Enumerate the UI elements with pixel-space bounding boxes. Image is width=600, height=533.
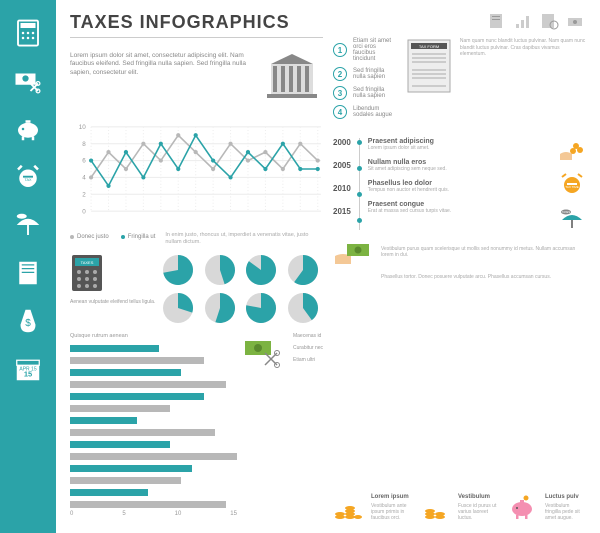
timeline: 2000200520102015 Praesent adipiscingLore…: [333, 138, 586, 230]
building-icon: [261, 52, 323, 102]
pie-grid: [161, 253, 323, 325]
hand-coins-icon: [558, 138, 586, 162]
money-text-2: Phasellus tortor. Donec posuere vulputat…: [381, 274, 586, 483]
svg-text:2: 2: [82, 191, 86, 198]
svg-text:10: 10: [79, 124, 87, 131]
pie-caption: Aenean vulputate eleifend tellus ligula.: [70, 299, 155, 305]
tax-form-icon: [13, 258, 43, 288]
svg-text:15: 15: [24, 370, 32, 379]
coins-stack-2-icon: [420, 491, 450, 521]
piggy-color-icon: [507, 491, 537, 521]
form-text: Nam quam nunc blandit luctus pulvinar. N…: [460, 38, 586, 130]
header-icons: [333, 12, 586, 30]
money-bag-icon: $: [13, 306, 43, 336]
alarm-clock-icon: TAX: [13, 162, 43, 192]
svg-text:TAXES: TAXES: [81, 260, 94, 265]
svg-text:6: 6: [82, 158, 86, 165]
sidebar: TAX $ APR 1515: [0, 0, 56, 533]
svg-text:TAX TIME: TAX TIME: [565, 185, 579, 189]
bar-labels: Maecenas idCurabitur necEtiam ultri: [293, 333, 323, 517]
bottom-icons-row: Lorem ipsumVestibulum ante ipsum primis …: [333, 491, 586, 521]
coins-stack-icon: [333, 491, 363, 521]
cut-money-icon: [243, 333, 283, 373]
umbrella-icon: [13, 210, 43, 240]
chart-legend: Donec justoFringilla ut: [70, 234, 155, 240]
chart-note: In enim justo, rhoncus ut, imperdiet a v…: [165, 232, 323, 245]
page-title: TAXES INFOGRAPHICS: [70, 12, 323, 38]
calculator-large-icon: TAXES Aenean vulputate eleifend tellus l…: [70, 253, 155, 305]
right-column: 1Etiam sit amet orci eros faucibus tinci…: [333, 12, 586, 521]
svg-text:$: $: [25, 318, 31, 329]
svg-text:4: 4: [82, 175, 86, 182]
piggy-bank-icon: [13, 114, 43, 144]
line-chart: 0 2 4 6 8 10: [70, 114, 323, 224]
hand-cash-icon: [333, 238, 373, 266]
umbrella-taxes-icon: TAXES: [558, 206, 586, 230]
scissors-money-icon: [13, 66, 43, 96]
tax-form-graphic: TAX FORM: [406, 38, 452, 130]
money-text-1: Vestibulum purus quam scelerisque ut mol…: [381, 246, 586, 259]
calendar-icon: APR 1515: [13, 354, 43, 384]
alarm-tax-icon: TAX TIME: [558, 172, 586, 196]
numbered-list: 1Etiam sit amet orci eros faucibus tinci…: [333, 38, 398, 124]
svg-text:TAXES: TAXES: [562, 211, 570, 214]
svg-text:TAX: TAX: [24, 178, 32, 182]
svg-text:0: 0: [82, 208, 86, 215]
bar-chart: Quisque rutrum aenean 051015: [70, 333, 237, 517]
svg-text:8: 8: [82, 141, 86, 148]
intro-text: Lorem ipsum dolor sit amet, consectetur …: [70, 52, 253, 102]
left-column: TAXES INFOGRAPHICS Lorem ipsum dolor sit…: [70, 12, 323, 521]
svg-text:TAX FORM: TAX FORM: [419, 44, 439, 49]
calculator-icon: [13, 18, 43, 48]
